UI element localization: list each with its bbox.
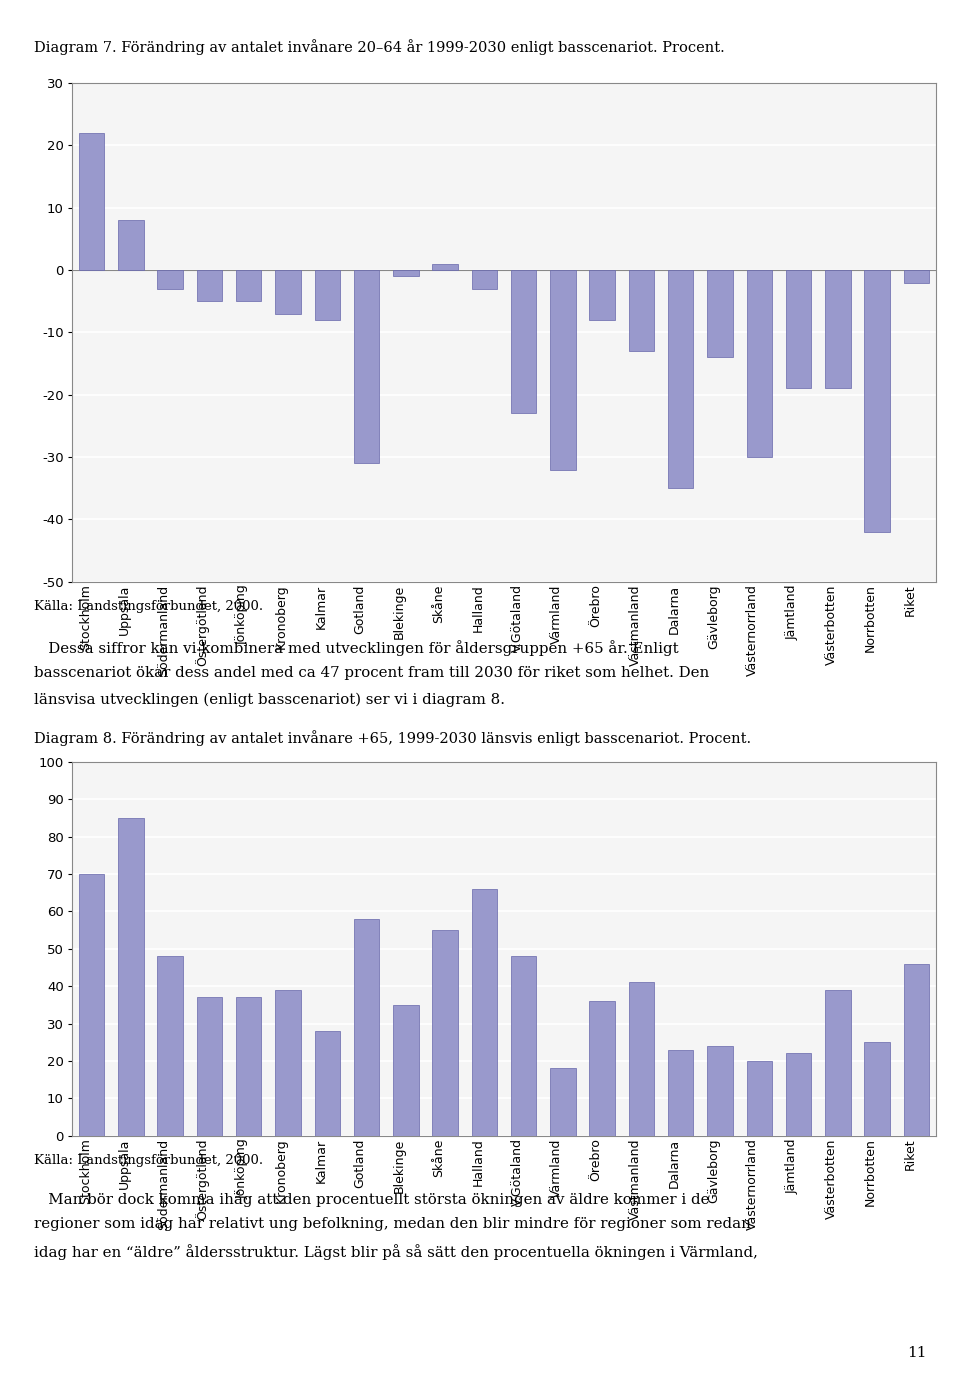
Bar: [354, 270, 379, 463]
Bar: [903, 964, 929, 1136]
Bar: [747, 270, 772, 457]
Bar: [786, 1054, 811, 1136]
Bar: [629, 982, 654, 1136]
Bar: [157, 956, 183, 1136]
Bar: [157, 270, 183, 289]
Bar: [708, 270, 732, 357]
Bar: [550, 270, 576, 470]
Text: basscenariot ökar dess andel med ca 47 procent fram till 2030 för riket som helh: basscenariot ökar dess andel med ca 47 p…: [34, 666, 708, 680]
Bar: [825, 270, 851, 389]
Bar: [236, 270, 261, 302]
Text: Källa: Landstingsförbundet, 2000.: Källa: Landstingsförbundet, 2000.: [34, 600, 263, 612]
Bar: [629, 270, 654, 352]
Bar: [315, 1030, 340, 1136]
Bar: [393, 1006, 419, 1136]
Text: Man bör dock komma ihåg att den procentuellt största ökningen av äldre kommer i : Man bör dock komma ihåg att den procentu…: [34, 1191, 709, 1206]
Text: 11: 11: [907, 1346, 926, 1360]
Text: Diagram 8. Förändring av antalet invånare +65, 1999-2030 länsvis enligt basscena: Diagram 8. Förändring av antalet invånar…: [34, 730, 751, 745]
Text: länsvisa utvecklingen (enligt basscenariot) ser vi i diagram 8.: länsvisa utvecklingen (enligt basscenari…: [34, 692, 505, 706]
Bar: [79, 874, 105, 1136]
Bar: [118, 817, 144, 1136]
Text: Dessa siffror kan vi kombinera med utvecklingen för åldersgruppen +65 år. Enligt: Dessa siffror kan vi kombinera med utvec…: [34, 640, 678, 655]
Bar: [471, 889, 497, 1136]
Bar: [197, 270, 222, 302]
Bar: [668, 270, 693, 489]
Bar: [432, 931, 458, 1136]
Bar: [471, 270, 497, 289]
Bar: [315, 270, 340, 320]
Bar: [79, 133, 105, 270]
Bar: [668, 1050, 693, 1136]
Bar: [786, 270, 811, 389]
Bar: [511, 956, 537, 1136]
Bar: [511, 270, 537, 414]
Bar: [236, 997, 261, 1136]
Text: regioner som idag har relativt ung befolkning, medan den blir mindre för regione: regioner som idag har relativt ung befol…: [34, 1217, 751, 1231]
Bar: [903, 270, 929, 283]
Text: Diagram 7. Förändring av antalet invånare 20–64 år 1999-2030 enligt basscenariot: Diagram 7. Förändring av antalet invånar…: [34, 39, 725, 54]
Bar: [589, 270, 615, 320]
Bar: [432, 263, 458, 270]
Bar: [550, 1068, 576, 1136]
Bar: [276, 990, 300, 1136]
Bar: [864, 270, 890, 532]
Bar: [747, 1061, 772, 1136]
Bar: [354, 918, 379, 1136]
Bar: [118, 220, 144, 270]
Bar: [708, 1046, 732, 1136]
Text: idag har en “äldre” åldersstruktur. Lägst blir på så sätt den procentuella öknin: idag har en “äldre” åldersstruktur. Lägs…: [34, 1244, 757, 1259]
Bar: [197, 997, 222, 1136]
Bar: [276, 270, 300, 314]
Bar: [864, 1042, 890, 1136]
Bar: [589, 1001, 615, 1136]
Text: Källa: Landstingsförbundet, 2000.: Källa: Landstingsförbundet, 2000.: [34, 1154, 263, 1166]
Bar: [825, 990, 851, 1136]
Bar: [393, 270, 419, 277]
